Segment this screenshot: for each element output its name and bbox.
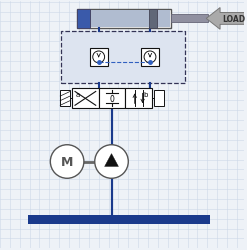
Bar (90, 49, 107, 66)
Bar (141, 49, 159, 66)
Bar (171, 16, 208, 23)
Bar (125, 89, 152, 109)
Bar (99, 89, 125, 109)
Bar (90, 10, 170, 28)
Circle shape (95, 145, 128, 178)
Text: b: b (144, 92, 148, 98)
Bar (77, 10, 90, 29)
Bar (61, 32, 185, 83)
Bar (149, 10, 157, 29)
Text: M: M (61, 156, 73, 168)
Bar (60, 91, 70, 107)
Bar (72, 89, 99, 109)
Bar (28, 215, 210, 224)
Text: a: a (76, 92, 80, 98)
Text: LOAD: LOAD (222, 15, 246, 24)
Circle shape (50, 145, 84, 178)
Circle shape (144, 52, 156, 64)
Polygon shape (206, 8, 247, 30)
Circle shape (93, 52, 105, 64)
Polygon shape (105, 154, 118, 167)
Bar (154, 91, 164, 107)
Text: 0: 0 (110, 94, 114, 104)
Bar (77, 10, 171, 29)
